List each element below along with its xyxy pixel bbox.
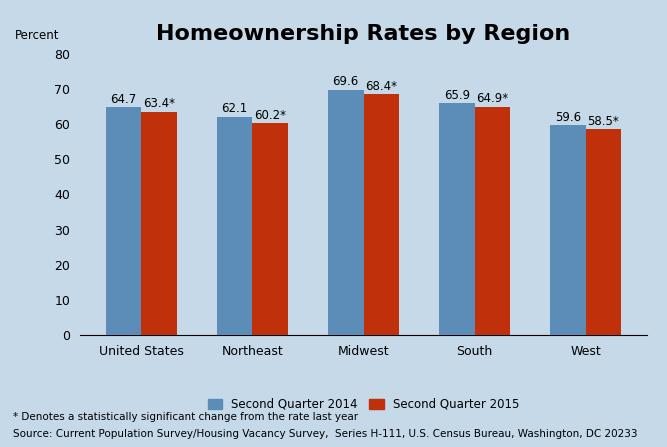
Text: 58.5*: 58.5*	[588, 114, 620, 127]
Bar	[439, 103, 475, 335]
Bar	[586, 129, 621, 335]
Text: 59.6: 59.6	[555, 111, 581, 124]
Bar	[475, 107, 510, 335]
Text: 60.2*: 60.2*	[254, 109, 286, 122]
Text: 65.9: 65.9	[444, 89, 470, 101]
Bar	[141, 112, 177, 335]
Text: 69.6: 69.6	[333, 76, 359, 89]
Text: Source: Current Population Survey/Housing Vacancy Survey,  Series H-111, U.S. Ce: Source: Current Population Survey/Housin…	[13, 429, 638, 439]
Text: * Denotes a statistically significant change from the rate last year: * Denotes a statistically significant ch…	[13, 413, 358, 422]
Bar	[328, 90, 364, 335]
Legend: Second Quarter 2014, Second Quarter 2015: Second Quarter 2014, Second Quarter 2015	[201, 392, 526, 417]
Text: 62.1: 62.1	[221, 102, 247, 115]
Text: 63.4*: 63.4*	[143, 97, 175, 110]
Text: Percent: Percent	[15, 30, 59, 42]
Bar	[364, 94, 399, 335]
Text: 68.4*: 68.4*	[366, 80, 398, 93]
Bar	[550, 126, 586, 335]
Text: 64.7: 64.7	[111, 93, 137, 106]
Bar	[252, 123, 288, 335]
Title: Homeownership Rates by Region: Homeownership Rates by Region	[156, 24, 571, 44]
Text: 64.9*: 64.9*	[476, 92, 508, 105]
Bar	[217, 117, 252, 335]
Bar	[106, 107, 141, 335]
